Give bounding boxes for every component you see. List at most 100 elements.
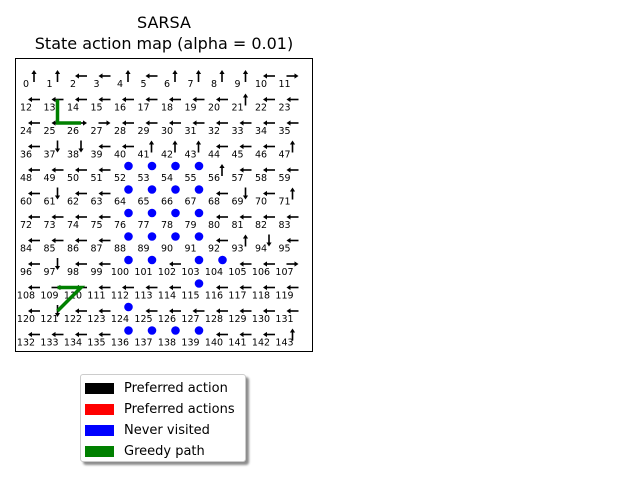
arrow-head	[28, 190, 32, 197]
arrow-head	[28, 308, 32, 314]
action-arrow	[216, 96, 228, 103]
state-label: 10	[255, 79, 267, 90]
state-label: 65	[137, 197, 149, 208]
arrow-head	[172, 70, 178, 74]
never-visited-marker	[171, 185, 180, 194]
arrow-head	[98, 143, 103, 150]
arrow-head	[266, 242, 272, 247]
action-arrow	[192, 120, 205, 126]
state-label: 122	[64, 314, 82, 325]
state-label: 120	[17, 314, 35, 325]
state-label: 80	[208, 220, 220, 231]
action-arrow	[28, 214, 40, 220]
state-label: 142	[252, 338, 270, 349]
state-label: 86	[67, 244, 79, 255]
arrow-head	[263, 167, 267, 173]
never-visited-marker	[124, 161, 133, 171]
state-label: 32	[208, 126, 220, 137]
state-label: 115	[181, 291, 199, 302]
action-arrow	[216, 120, 228, 126]
never-visited-marker	[194, 326, 204, 335]
action-arrow	[286, 237, 299, 244]
arrow-head	[54, 148, 61, 153]
action-arrow	[286, 167, 299, 173]
state-label: 85	[43, 244, 55, 255]
arrow-head	[294, 261, 299, 267]
legend-label: Preferred actions	[124, 402, 235, 417]
never-visited-marker	[194, 255, 204, 265]
action-arrow	[216, 284, 228, 291]
arrow-head	[195, 140, 202, 145]
arrow-head	[98, 214, 103, 220]
state-label: 103	[181, 267, 199, 278]
arrow-head	[263, 331, 267, 338]
arrow-head	[98, 73, 103, 79]
arrow-head	[122, 120, 126, 126]
arrow-head	[216, 143, 220, 150]
action-arrow	[98, 96, 111, 103]
state-label: 93	[231, 244, 243, 255]
state-label: 130	[252, 314, 270, 325]
never-visited-marker	[124, 302, 133, 312]
action-arrow	[28, 96, 40, 103]
action-arrow	[239, 167, 252, 173]
action-arrow	[216, 331, 228, 338]
action-arrow	[242, 93, 249, 106]
arrow-head	[195, 70, 202, 74]
arrow-head	[286, 284, 291, 291]
arrow-head	[145, 96, 150, 103]
arrow-head	[75, 308, 79, 314]
action-arrow	[242, 187, 249, 200]
arrow-head	[51, 96, 56, 103]
state-label: 91	[184, 244, 196, 255]
action-arrow	[28, 143, 40, 150]
state-label: 58	[255, 173, 267, 184]
arrow-head	[28, 143, 32, 150]
action-arrow	[145, 96, 158, 103]
state-label: 139	[181, 338, 199, 349]
state-label: 6	[164, 79, 170, 90]
state-label: 132	[17, 338, 35, 349]
action-arrow	[98, 167, 111, 173]
legend-swatch	[85, 425, 114, 436]
action-arrow	[239, 120, 252, 126]
arrow-head	[98, 308, 103, 314]
action-arrow	[75, 237, 87, 244]
arrow-head	[145, 73, 150, 79]
state-label: 1	[46, 79, 52, 90]
action-arrow	[122, 96, 134, 103]
arrow-head	[169, 261, 173, 267]
state-label: 126	[158, 314, 176, 325]
arrow-head	[28, 331, 32, 338]
state-label: 113	[134, 291, 152, 302]
state-label: 0	[23, 79, 29, 90]
never-visited-marker	[124, 232, 133, 241]
state-label: 21	[231, 103, 243, 114]
state-label: 135	[87, 338, 105, 349]
arrow-head	[216, 190, 220, 197]
state-label: 30	[161, 126, 173, 137]
state-label: 104	[205, 267, 223, 278]
never-visited-marker	[171, 161, 180, 171]
arrow-head	[263, 96, 267, 103]
never-visited-marker	[147, 185, 157, 194]
state-label: 123	[87, 314, 105, 325]
action-arrow	[239, 261, 252, 267]
action-arrow	[263, 120, 275, 126]
arrow-head	[239, 331, 244, 338]
never-visited-marker	[194, 232, 204, 241]
state-label: 41	[137, 150, 149, 161]
arrow-head	[122, 96, 126, 103]
action-arrow	[169, 284, 181, 291]
state-label: 84	[20, 244, 32, 255]
state-label: 48	[20, 173, 32, 184]
action-arrow	[145, 284, 158, 291]
action-arrow	[54, 70, 61, 82]
action-arrow	[172, 70, 178, 82]
arrow-head	[98, 167, 103, 173]
state-label: 52	[114, 173, 126, 184]
state-label: 136	[111, 338, 129, 349]
action-arrow	[28, 190, 40, 197]
arrow-head	[239, 261, 244, 267]
action-arrow	[263, 96, 275, 103]
